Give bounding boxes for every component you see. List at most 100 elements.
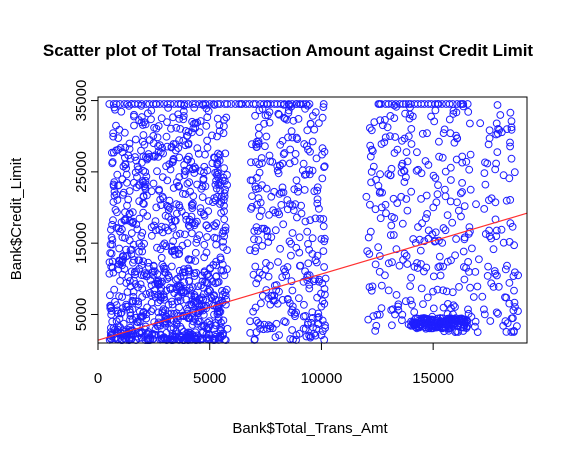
data-point [180, 100, 189, 108]
data-point [388, 321, 396, 330]
data-point [305, 280, 314, 289]
data-point [180, 288, 188, 297]
data-point [154, 276, 163, 285]
data-point [468, 244, 476, 253]
data-point [509, 272, 518, 281]
data-point [431, 106, 440, 115]
data-point [377, 304, 386, 313]
data-point [217, 198, 226, 206]
data-point [151, 226, 160, 235]
data-point [510, 168, 519, 177]
data-point [311, 108, 320, 116]
data-point [128, 315, 137, 324]
data-point [447, 304, 455, 313]
data-point [200, 240, 209, 249]
data-point [114, 134, 123, 143]
data-point [463, 100, 472, 108]
data-point [403, 157, 412, 166]
data-point [251, 243, 260, 252]
data-point [219, 129, 228, 138]
data-point [279, 150, 288, 159]
data-point [368, 147, 377, 156]
data-point [157, 287, 165, 295]
data-point [221, 288, 229, 297]
data-point [445, 100, 454, 108]
data-point [172, 123, 181, 132]
data-point [119, 256, 127, 264]
data-point [125, 277, 134, 285]
data-point [144, 109, 152, 118]
data-point [417, 195, 426, 203]
data-point [203, 143, 212, 152]
data-point [117, 308, 126, 317]
data-point [129, 292, 138, 301]
data-point [153, 167, 161, 176]
data-point [107, 307, 116, 315]
data-point [110, 191, 119, 200]
data-point [320, 163, 328, 172]
data-point [288, 326, 297, 334]
data-point [179, 271, 188, 280]
data-point [380, 138, 389, 147]
data-point [254, 319, 263, 327]
data-point [293, 213, 301, 222]
data-point [213, 132, 221, 141]
data-point [150, 290, 159, 299]
data-point [130, 276, 138, 285]
data-point [109, 132, 118, 141]
data-point [451, 303, 459, 311]
data-point [156, 100, 164, 108]
data-point [376, 116, 385, 125]
data-point [395, 261, 404, 270]
data-point [123, 201, 131, 210]
data-point [501, 317, 510, 326]
data-point [506, 138, 514, 147]
data-point [296, 261, 305, 270]
data-point [275, 210, 284, 219]
data-point [123, 251, 132, 260]
data-point [318, 113, 327, 122]
data-point [400, 167, 409, 176]
data-point [367, 126, 376, 135]
data-point [123, 178, 131, 187]
data-point [453, 134, 462, 143]
data-point [140, 140, 149, 149]
data-point [125, 334, 134, 343]
data-point [208, 159, 217, 168]
data-point [274, 109, 283, 118]
data-point [395, 100, 404, 108]
data-point [391, 310, 399, 319]
data-point [190, 119, 198, 128]
data-point [375, 310, 384, 319]
data-point [320, 234, 329, 243]
data-point [420, 237, 429, 246]
data-point [129, 240, 138, 249]
data-point [411, 320, 420, 329]
data-point [138, 121, 147, 129]
data-point [366, 227, 375, 236]
data-point [503, 319, 512, 328]
data-point [162, 162, 171, 171]
data-point [371, 260, 380, 269]
data-point [490, 267, 499, 275]
data-point [503, 125, 511, 134]
data-point [505, 238, 514, 246]
data-point [114, 322, 123, 331]
data-point [248, 192, 256, 201]
data-point [280, 149, 289, 157]
data-point [441, 323, 450, 331]
data-point [202, 301, 210, 310]
data-point [182, 126, 190, 135]
data-point [106, 240, 115, 249]
data-point [117, 107, 126, 116]
data-point [429, 287, 437, 296]
data-point [507, 154, 516, 163]
data-point [196, 167, 205, 175]
data-point [213, 114, 222, 123]
data-point [261, 265, 270, 274]
data-point [429, 322, 438, 331]
data-point [108, 148, 116, 157]
data-point [202, 221, 211, 230]
data-point [407, 273, 416, 282]
data-point [156, 331, 165, 340]
